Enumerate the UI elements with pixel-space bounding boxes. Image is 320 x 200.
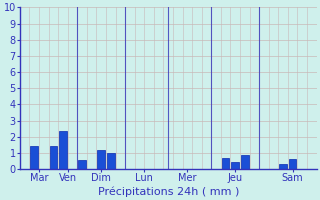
Bar bbox=[289, 159, 296, 169]
Bar bbox=[222, 158, 229, 169]
Bar bbox=[59, 131, 67, 169]
Bar bbox=[50, 146, 57, 169]
Bar bbox=[107, 153, 115, 169]
X-axis label: Précipitations 24h ( mm ): Précipitations 24h ( mm ) bbox=[98, 186, 239, 197]
Bar bbox=[231, 162, 239, 169]
Bar bbox=[279, 164, 287, 169]
Bar bbox=[241, 155, 249, 169]
Bar bbox=[97, 150, 105, 169]
Bar bbox=[30, 146, 38, 169]
Bar bbox=[78, 160, 86, 169]
